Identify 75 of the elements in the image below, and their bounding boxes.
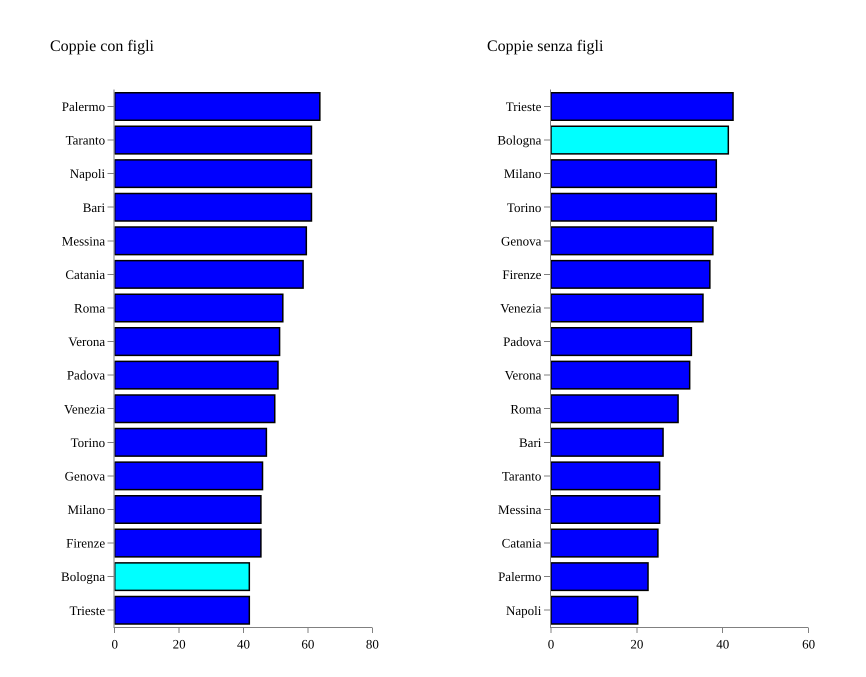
bar	[114, 428, 268, 457]
x-tick-label: 60	[802, 636, 816, 652]
y-tick-label: Verona	[504, 368, 542, 383]
bar	[114, 226, 308, 256]
bar	[114, 596, 250, 625]
y-tick-label: Taranto	[66, 132, 106, 148]
y-tick-label: Messina	[62, 233, 106, 248]
y-tick-label: Trieste	[69, 602, 106, 618]
y-tick-label: Genova	[500, 233, 542, 248]
y-tick-label: Bari	[82, 200, 106, 215]
x-tick-label: 80	[366, 636, 379, 652]
bar	[550, 260, 711, 289]
bar	[550, 159, 718, 188]
x-tick-label: 20	[630, 636, 644, 652]
bar	[550, 92, 734, 122]
y-tick-label: Padova	[503, 334, 542, 350]
y-tick-label: Verona	[68, 334, 106, 350]
y-tick-label: Roma	[74, 300, 106, 316]
y-tick-label: Palermo	[62, 99, 106, 114]
x-tick-label: 20	[172, 636, 186, 652]
y-tick-label: Firenze	[502, 266, 542, 282]
y-tick-label: Firenze	[66, 536, 106, 551]
y-tick-label: Genova	[64, 468, 106, 484]
y-tick-label: Roma	[510, 401, 542, 416]
chart-title: Coppie con figli	[50, 38, 155, 55]
x-tick-label: 40	[237, 636, 250, 652]
bar	[114, 192, 312, 222]
x-tick-label: 0	[111, 636, 118, 652]
bar	[550, 428, 664, 457]
y-tick-label: Torino	[70, 434, 106, 450]
bar	[550, 562, 649, 592]
bar	[550, 596, 638, 625]
bar	[550, 126, 730, 155]
y-tick-label: Bari	[519, 434, 542, 450]
bar	[114, 159, 312, 188]
bar	[114, 293, 284, 322]
x-tick-label: 40	[716, 636, 730, 652]
y-tick-label: Torino	[506, 200, 542, 215]
bar	[550, 327, 692, 356]
y-tick-label: Padova	[66, 368, 106, 383]
x-tick-label: 60	[301, 636, 314, 652]
y-tick-label: Catania	[65, 266, 106, 282]
y-tick-label: Bologna	[497, 132, 542, 148]
bar	[114, 494, 262, 524]
y-tick-label: Napoli	[506, 602, 542, 618]
y-tick-label: Milano	[504, 166, 542, 182]
bar	[114, 260, 304, 289]
bar	[114, 562, 250, 592]
y-tick-label: Milano	[68, 502, 106, 518]
chart-title: Coppie senza figli	[487, 38, 604, 55]
bar	[550, 192, 718, 222]
bar	[550, 528, 659, 558]
bar	[114, 394, 276, 424]
bar	[550, 226, 714, 256]
bar	[550, 394, 679, 424]
y-tick-label: Trieste	[506, 99, 542, 114]
x-tick-label: 0	[548, 636, 554, 652]
bar	[114, 461, 264, 490]
bar	[550, 461, 660, 490]
y-tick-label: Catania	[502, 536, 542, 551]
bar	[114, 126, 312, 155]
bar	[550, 293, 704, 322]
bar	[114, 92, 321, 122]
bar	[114, 360, 279, 390]
y-tick-label: Venezia	[500, 300, 542, 316]
y-tick-label: Taranto	[502, 468, 542, 484]
y-tick-label: Palermo	[498, 569, 542, 584]
bar	[114, 327, 280, 356]
bar	[550, 360, 690, 390]
y-tick-label: Bologna	[61, 569, 106, 584]
y-tick-label: Venezia	[64, 401, 106, 416]
y-tick-label: Messina	[498, 502, 542, 518]
bar	[550, 494, 660, 524]
y-tick-label: Napoli	[70, 166, 106, 182]
bar	[114, 528, 262, 558]
